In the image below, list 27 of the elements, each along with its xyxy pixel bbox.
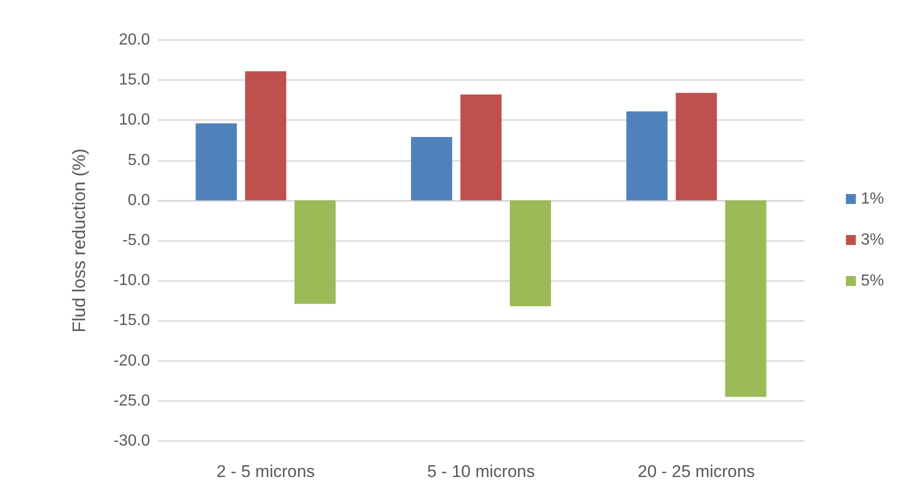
y-tick-label: 15.0: [118, 72, 150, 89]
x-tick-label: 5 - 10 microns: [427, 462, 535, 480]
y-tick-label: -30.0: [114, 432, 150, 450]
bar: [294, 200, 336, 304]
bar: [411, 137, 452, 200]
bar: [626, 111, 668, 200]
legend-label: 3%: [860, 232, 884, 248]
y-tick-label: -5.0: [122, 232, 150, 249]
y-tick-label: -25.0: [114, 392, 150, 410]
y-tick-label: -15.0: [114, 312, 150, 330]
bar: [676, 92, 717, 200]
y-axis-title: Flud loss reduction (%): [69, 148, 89, 333]
y-tick-label: -10.0: [114, 272, 150, 290]
bar: [725, 200, 766, 397]
y-tick-label: -20.0: [114, 352, 150, 370]
bar: [245, 71, 286, 200]
y-tick-label: 10.0: [118, 112, 150, 129]
bar: [196, 123, 237, 200]
bar: [510, 200, 551, 306]
x-tick-label: 2 - 5 microns: [216, 462, 315, 480]
x-tick-label: 20 - 25 microns: [638, 462, 755, 480]
y-tick-label: 0.0: [128, 192, 150, 209]
y-tick-label: 20.0: [118, 32, 150, 48]
legend-label: 1%: [860, 190, 884, 208]
bar: [460, 94, 502, 200]
y-tick-label: 5.0: [128, 152, 150, 169]
legend-label: 5%: [860, 272, 884, 290]
